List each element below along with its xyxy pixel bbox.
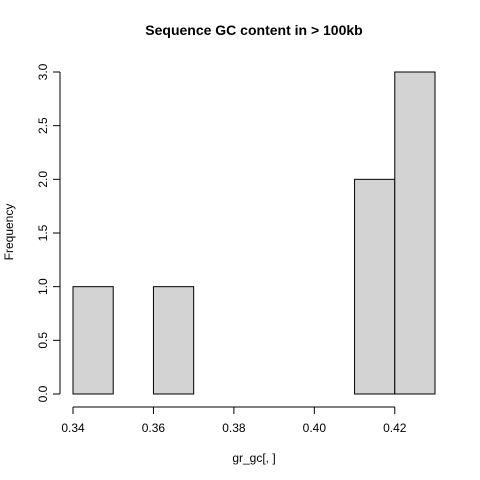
histogram-bar: [152, 286, 195, 395]
y-tick-label: 2.0: [36, 171, 50, 188]
y-tick-label: 1.0: [36, 278, 50, 295]
y-tick-label: 2.5: [36, 117, 50, 134]
histogram-bar: [72, 286, 114, 395]
y-tick-label: 0.5: [36, 332, 50, 349]
histogram-bar: [354, 178, 396, 395]
y-tick-label: 3.0: [36, 63, 50, 80]
y-axis-label: Frequency: [2, 204, 16, 261]
bars-group: [72, 71, 436, 395]
x-axis-label: gr_gc[, ]: [232, 451, 275, 465]
x-tick-label: 0.34: [61, 421, 85, 435]
x-tick-label: 0.42: [383, 421, 407, 435]
x-tick-label: 0.36: [142, 421, 166, 435]
chart-title: Sequence GC content in > 100kb: [145, 22, 362, 38]
x-tick-label: 0.40: [303, 421, 327, 435]
y-tick-label: 1.5: [36, 224, 50, 241]
histogram-bar: [394, 71, 436, 395]
x-axis: 0.34 0.36 0.38 0.40 0.42: [61, 406, 407, 435]
x-tick-label: 0.38: [222, 421, 246, 435]
y-tick-label: 0.0: [36, 385, 50, 402]
y-axis: 0.0 0.5 1.0 1.5 2.0 2.5 3.0: [36, 63, 61, 402]
